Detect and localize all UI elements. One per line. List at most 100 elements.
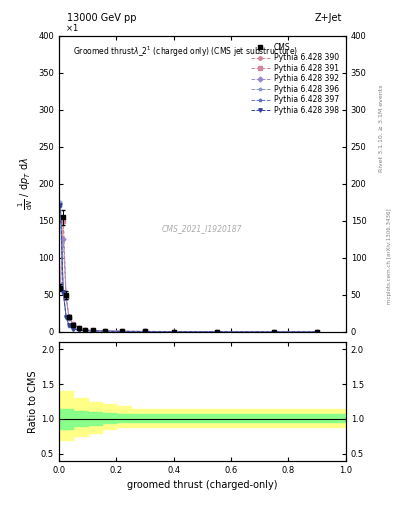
Pythia 6.428 398: [215, 329, 219, 335]
Pythia 6.428 391: [71, 322, 75, 328]
Line: Pythia 6.428 390: Pythia 6.428 390: [59, 218, 319, 334]
Pythia 6.428 397: [143, 329, 147, 335]
Line: Pythia 6.428 397: Pythia 6.428 397: [59, 204, 319, 334]
Pythia 6.428 392: [272, 329, 277, 335]
Pythia 6.428 390: [315, 329, 320, 335]
Pythia 6.428 390: [171, 329, 176, 335]
Pythia 6.428 398: [120, 328, 125, 334]
Pythia 6.428 390: [77, 325, 81, 331]
Text: Z+Jet: Z+Jet: [314, 13, 342, 23]
Pythia 6.428 397: [58, 203, 63, 209]
Pythia 6.428 392: [171, 329, 176, 335]
Pythia 6.428 396: [103, 328, 107, 334]
Line: Pythia 6.428 398: Pythia 6.428 398: [59, 203, 319, 334]
Text: mcplots.cern.ch [arXiv:1306.3436]: mcplots.cern.ch [arXiv:1306.3436]: [387, 208, 391, 304]
Pythia 6.428 396: [67, 322, 72, 328]
Pythia 6.428 397: [120, 328, 125, 334]
Pythia 6.428 396: [215, 329, 219, 335]
Pythia 6.428 396: [64, 313, 68, 319]
Pythia 6.428 391: [143, 328, 147, 334]
Pythia 6.428 391: [64, 294, 68, 300]
Pythia 6.428 392: [315, 329, 320, 335]
Pythia 6.428 391: [272, 329, 277, 335]
Pythia 6.428 390: [91, 327, 96, 333]
Pythia 6.428 391: [315, 329, 320, 335]
Pythia 6.428 391: [58, 281, 63, 287]
X-axis label: groomed thrust (charged-only): groomed thrust (charged-only): [127, 480, 277, 490]
Pythia 6.428 396: [143, 329, 147, 335]
Pythia 6.428 390: [83, 327, 87, 333]
Pythia 6.428 390: [272, 329, 277, 335]
Pythia 6.428 391: [120, 328, 125, 334]
Pythia 6.428 391: [91, 328, 96, 334]
Pythia 6.428 390: [143, 328, 147, 334]
Pythia 6.428 392: [215, 329, 219, 335]
Pythia 6.428 397: [215, 329, 219, 335]
Pythia 6.428 398: [143, 329, 147, 335]
Line: Pythia 6.428 392: Pythia 6.428 392: [59, 238, 319, 334]
Pythia 6.428 398: [91, 328, 96, 334]
Line: Pythia 6.428 391: Pythia 6.428 391: [59, 219, 319, 334]
Pythia 6.428 391: [171, 329, 176, 335]
Pythia 6.428 392: [64, 295, 68, 301]
Pythia 6.428 398: [58, 202, 63, 208]
Pythia 6.428 390: [58, 282, 63, 288]
Legend: CMS, Pythia 6.428 390, Pythia 6.428 391, Pythia 6.428 392, Pythia 6.428 396, Pyt: CMS, Pythia 6.428 390, Pythia 6.428 391,…: [248, 39, 342, 118]
Text: 13000 GeV pp: 13000 GeV pp: [67, 13, 136, 23]
Text: Groomed thrust$\lambda\_2^1$ (charged only) (CMS jet substructure): Groomed thrust$\lambda\_2^1$ (charged on…: [73, 45, 298, 59]
Pythia 6.428 396: [61, 288, 66, 294]
Pythia 6.428 391: [103, 328, 107, 334]
Y-axis label: Ratio to CMS: Ratio to CMS: [28, 370, 38, 433]
Pythia 6.428 390: [215, 329, 219, 335]
Pythia 6.428 390: [61, 217, 66, 223]
Pythia 6.428 396: [58, 199, 63, 205]
Pythia 6.428 392: [61, 237, 66, 243]
Pythia 6.428 392: [143, 328, 147, 334]
Pythia 6.428 392: [103, 328, 107, 334]
Pythia 6.428 390: [67, 313, 72, 319]
Pythia 6.428 398: [103, 328, 107, 334]
Pythia 6.428 397: [103, 328, 107, 334]
Y-axis label: $\frac{1}{\mathrm{d}N}$ / $\mathrm{d}p_T$ $\mathrm{d}\lambda$: $\frac{1}{\mathrm{d}N}$ / $\mathrm{d}p_T…: [17, 157, 35, 210]
Text: CMS_2021_I1920187: CMS_2021_I1920187: [162, 224, 242, 233]
Pythia 6.428 390: [64, 293, 68, 300]
Pythia 6.428 391: [215, 329, 219, 335]
Pythia 6.428 392: [91, 328, 96, 334]
Pythia 6.428 396: [272, 329, 277, 335]
Pythia 6.428 391: [77, 325, 81, 331]
Pythia 6.428 398: [64, 314, 68, 320]
Pythia 6.428 392: [58, 283, 63, 289]
Pythia 6.428 398: [77, 327, 81, 333]
Pythia 6.428 397: [61, 290, 66, 296]
Pythia 6.428 390: [103, 328, 107, 334]
Pythia 6.428 397: [315, 329, 320, 335]
Pythia 6.428 398: [272, 329, 277, 335]
Pythia 6.428 397: [171, 329, 176, 335]
Pythia 6.428 397: [71, 326, 75, 332]
Pythia 6.428 397: [67, 323, 72, 329]
Pythia 6.428 398: [61, 289, 66, 295]
Pythia 6.428 392: [120, 328, 125, 334]
Pythia 6.428 396: [77, 327, 81, 333]
Pythia 6.428 398: [71, 326, 75, 332]
Pythia 6.428 392: [83, 327, 87, 333]
Pythia 6.428 396: [171, 329, 176, 335]
Pythia 6.428 397: [83, 328, 87, 334]
Pythia 6.428 396: [315, 329, 320, 335]
Pythia 6.428 390: [71, 321, 75, 327]
Pythia 6.428 392: [77, 325, 81, 331]
Pythia 6.428 398: [171, 329, 176, 335]
Pythia 6.428 397: [64, 314, 68, 320]
Pythia 6.428 396: [83, 328, 87, 334]
Line: Pythia 6.428 396: Pythia 6.428 396: [59, 201, 319, 334]
Pythia 6.428 397: [91, 328, 96, 334]
Pythia 6.428 397: [272, 329, 277, 335]
Text: Rivet 3.1.10, ≥ 3.1M events: Rivet 3.1.10, ≥ 3.1M events: [379, 84, 384, 172]
Pythia 6.428 398: [315, 329, 320, 335]
Pythia 6.428 396: [91, 328, 96, 334]
Pythia 6.428 392: [71, 322, 75, 328]
Pythia 6.428 396: [120, 328, 125, 334]
Text: $\times$1: $\times$1: [65, 22, 78, 33]
Pythia 6.428 398: [67, 323, 72, 329]
Pythia 6.428 396: [71, 326, 75, 332]
